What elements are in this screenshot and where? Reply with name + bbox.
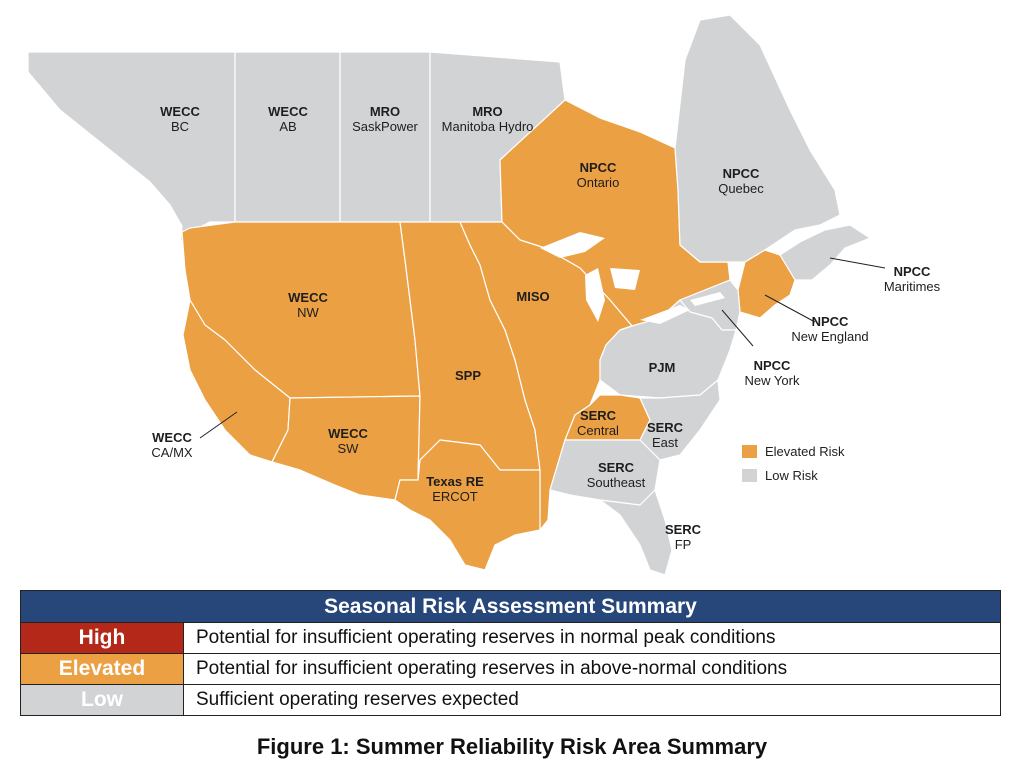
risk-description: Sufficient operating reserves expected	[183, 684, 1001, 716]
table-row: High Potential for insufficient operatin…	[20, 622, 1001, 654]
label-wecc-camx: WECC CA/MX	[151, 430, 193, 460]
label-mro-manitoba: MRO Manitoba Hydro	[441, 104, 534, 134]
legend-label: Low Risk	[765, 467, 818, 483]
summary-table-title: Seasonal Risk Assessment Summary	[20, 590, 1001, 623]
label-texas-re: Texas RE ERCOT	[426, 474, 484, 504]
legend-item-low: Low Risk	[742, 464, 844, 486]
region-texas-re[interactable]	[394, 439, 541, 571]
label-wecc-sw: WECC SW	[328, 426, 368, 456]
label-npcc-maritimes: NPCC Maritimes	[883, 264, 941, 294]
risk-map	[27, 14, 886, 576]
region-mro-sask[interactable]	[339, 51, 431, 223]
table-row: Low Sufficient operating reserves expect…	[20, 684, 1001, 716]
legend-label: Elevated Risk	[765, 443, 845, 459]
risk-description: Potential for insufficient operating res…	[183, 622, 1001, 654]
label-wecc-bc: WECC BC	[160, 104, 200, 134]
risk-level-low: Low	[20, 684, 184, 716]
label-npcc-quebec: NPCC Quebec	[718, 166, 764, 196]
label-mro-sask: MRO SaskPower	[352, 104, 418, 134]
label-serc-fp: SERC FP	[664, 522, 702, 552]
label-npcc-newengland: NPCC New England	[791, 314, 869, 344]
region-wecc-ab[interactable]	[234, 51, 341, 223]
legend-swatch-elevated	[742, 444, 757, 458]
label-pjm: PJM	[648, 360, 676, 375]
great-lakes	[540, 232, 725, 324]
label-serc-southeast: SERC Southeast	[586, 460, 646, 490]
table-row: Elevated Potential for insufficient oper…	[20, 653, 1001, 685]
label-npcc-newyork: NPCC New York	[744, 358, 800, 388]
region-serc-east[interactable]	[639, 379, 721, 461]
label-wecc-ab: WECC AB	[268, 104, 308, 134]
label-miso: MISO	[516, 289, 550, 304]
risk-level-elevated: Elevated	[20, 653, 184, 685]
label-serc-central: SERC Central	[577, 408, 619, 438]
region-npcc-maritimes[interactable]	[779, 224, 871, 281]
label-spp: SPP	[454, 368, 481, 383]
risk-description: Potential for insufficient operating res…	[183, 653, 1001, 685]
legend-item-elevated: Elevated Risk	[742, 440, 844, 462]
map-legend: Elevated Risk Low Risk	[742, 440, 844, 488]
region-wecc-bc[interactable]	[27, 51, 236, 247]
label-serc-east: SERC East	[646, 420, 684, 450]
region-serc-fp[interactable]	[599, 489, 673, 576]
risk-summary-table: Seasonal Risk Assessment Summary High Po…	[20, 590, 1001, 716]
legend-swatch-low	[742, 468, 757, 482]
label-npcc-ontario: NPCC Ontario	[576, 160, 620, 190]
leader-lines	[199, 257, 886, 439]
figure-caption: Figure 1: Summer Reliability Risk Area S…	[256, 734, 768, 759]
region-npcc-quebec[interactable]	[674, 14, 841, 263]
label-wecc-nw: WECC NW	[288, 290, 328, 320]
risk-level-high: High	[20, 622, 184, 654]
